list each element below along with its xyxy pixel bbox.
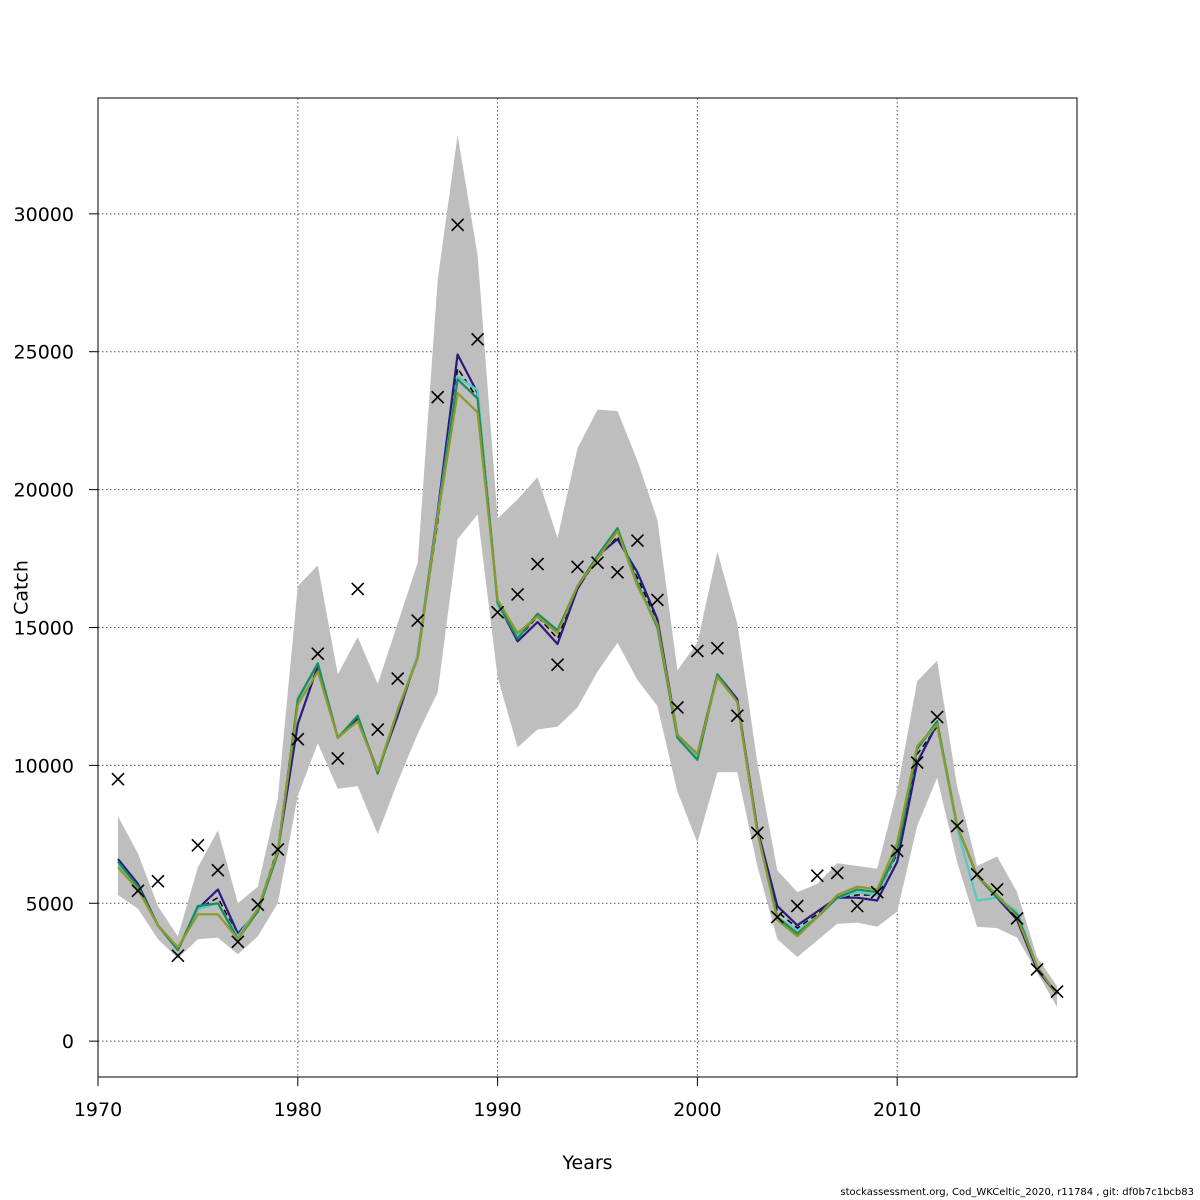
observed-catch-markers	[111, 218, 1064, 999]
plot-frame	[97, 97, 1078, 1078]
y-axis-title: Catch	[11, 560, 33, 615]
observed-marker-1975	[191, 838, 205, 852]
observed-marker-1993	[550, 658, 565, 672]
series-line-5	[117, 392, 1058, 995]
observed-marker-1995	[590, 556, 605, 570]
observed-marker-1994	[570, 560, 585, 574]
observed-marker-1974	[171, 949, 185, 963]
observed-marker-2003	[750, 826, 764, 840]
x-tick-label-1970: 1970	[74, 1099, 122, 1121]
observed-marker-1997	[630, 534, 645, 548]
y-tick-label-0: 0	[62, 1031, 74, 1053]
observed-marker-1987	[431, 390, 445, 404]
observed-marker-1981	[311, 647, 325, 661]
observed-marker-2013	[950, 819, 964, 833]
observed-marker-1976	[211, 863, 225, 877]
observed-marker-1991	[511, 587, 525, 601]
observed-marker-2004	[770, 910, 784, 924]
observed-marker-1977	[231, 935, 245, 949]
observed-marker-1973	[151, 874, 165, 888]
observed-marker-1982	[331, 751, 345, 766]
observed-marker-1998	[650, 593, 664, 607]
observed-marker-2000	[690, 644, 704, 658]
observed-marker-2017	[1030, 962, 1044, 977]
observed-marker-1978	[251, 898, 265, 912]
observed-marker-2005	[790, 899, 804, 913]
x-axis: 1970 1980 1990 2000 2010	[74, 1077, 921, 1121]
observed-marker-1979	[271, 842, 285, 857]
observed-marker-1984	[371, 722, 385, 737]
observed-marker-1985	[391, 671, 405, 686]
observed-marker-2008	[850, 899, 864, 913]
y-tick-label-25000: 25000	[14, 342, 74, 364]
y-tick-label-15000: 15000	[14, 617, 74, 639]
footer-note: stockassessment.org, Cod_WKCeltic_2020, …	[840, 1187, 1194, 1198]
observed-marker-1996	[610, 565, 625, 579]
observed-marker-2011	[910, 756, 924, 770]
observed-marker-1972	[131, 884, 145, 898]
x-tick-label-1990: 1990	[473, 1099, 521, 1121]
observed-marker-1980	[291, 732, 305, 746]
observed-marker-2014	[970, 867, 984, 881]
observed-marker-2006	[810, 869, 824, 883]
x-tick-label-1980: 1980	[274, 1099, 322, 1121]
observed-marker-2015	[990, 882, 1004, 897]
observed-marker-1988	[451, 218, 465, 232]
observed-marker-1983	[351, 582, 365, 596]
observed-marker-2007	[830, 866, 844, 880]
observed-marker-1986	[411, 614, 425, 628]
y-tick-label-5000: 5000	[26, 893, 74, 915]
observed-marker-2002	[730, 709, 744, 723]
observed-marker-2016	[1010, 911, 1024, 925]
x-axis-title: Years	[561, 1152, 612, 1174]
x-tick-label-2010: 2010	[873, 1099, 921, 1121]
observed-marker-1971	[111, 772, 125, 786]
y-tick-label-30000: 30000	[14, 204, 74, 226]
observed-marker-2010	[890, 844, 904, 858]
observed-marker-2001	[710, 641, 724, 655]
observed-marker-1989	[471, 332, 485, 346]
observed-marker-1992	[530, 557, 545, 571]
y-axis: 0 5000 10000 15000 20000 25000 30000	[14, 204, 98, 1053]
series-lines-layer	[117, 353, 1058, 995]
observed-marker-1990	[491, 605, 505, 619]
y-tick-label-20000: 20000	[14, 480, 74, 502]
observed-marker-2009	[870, 885, 884, 899]
x-tick-label-2000: 2000	[673, 1099, 721, 1121]
observed-marker-1999	[670, 700, 684, 715]
observed-marker-2018	[1050, 984, 1064, 999]
observed-marker-2012	[930, 710, 944, 724]
y-tick-label-10000: 10000	[14, 755, 74, 777]
